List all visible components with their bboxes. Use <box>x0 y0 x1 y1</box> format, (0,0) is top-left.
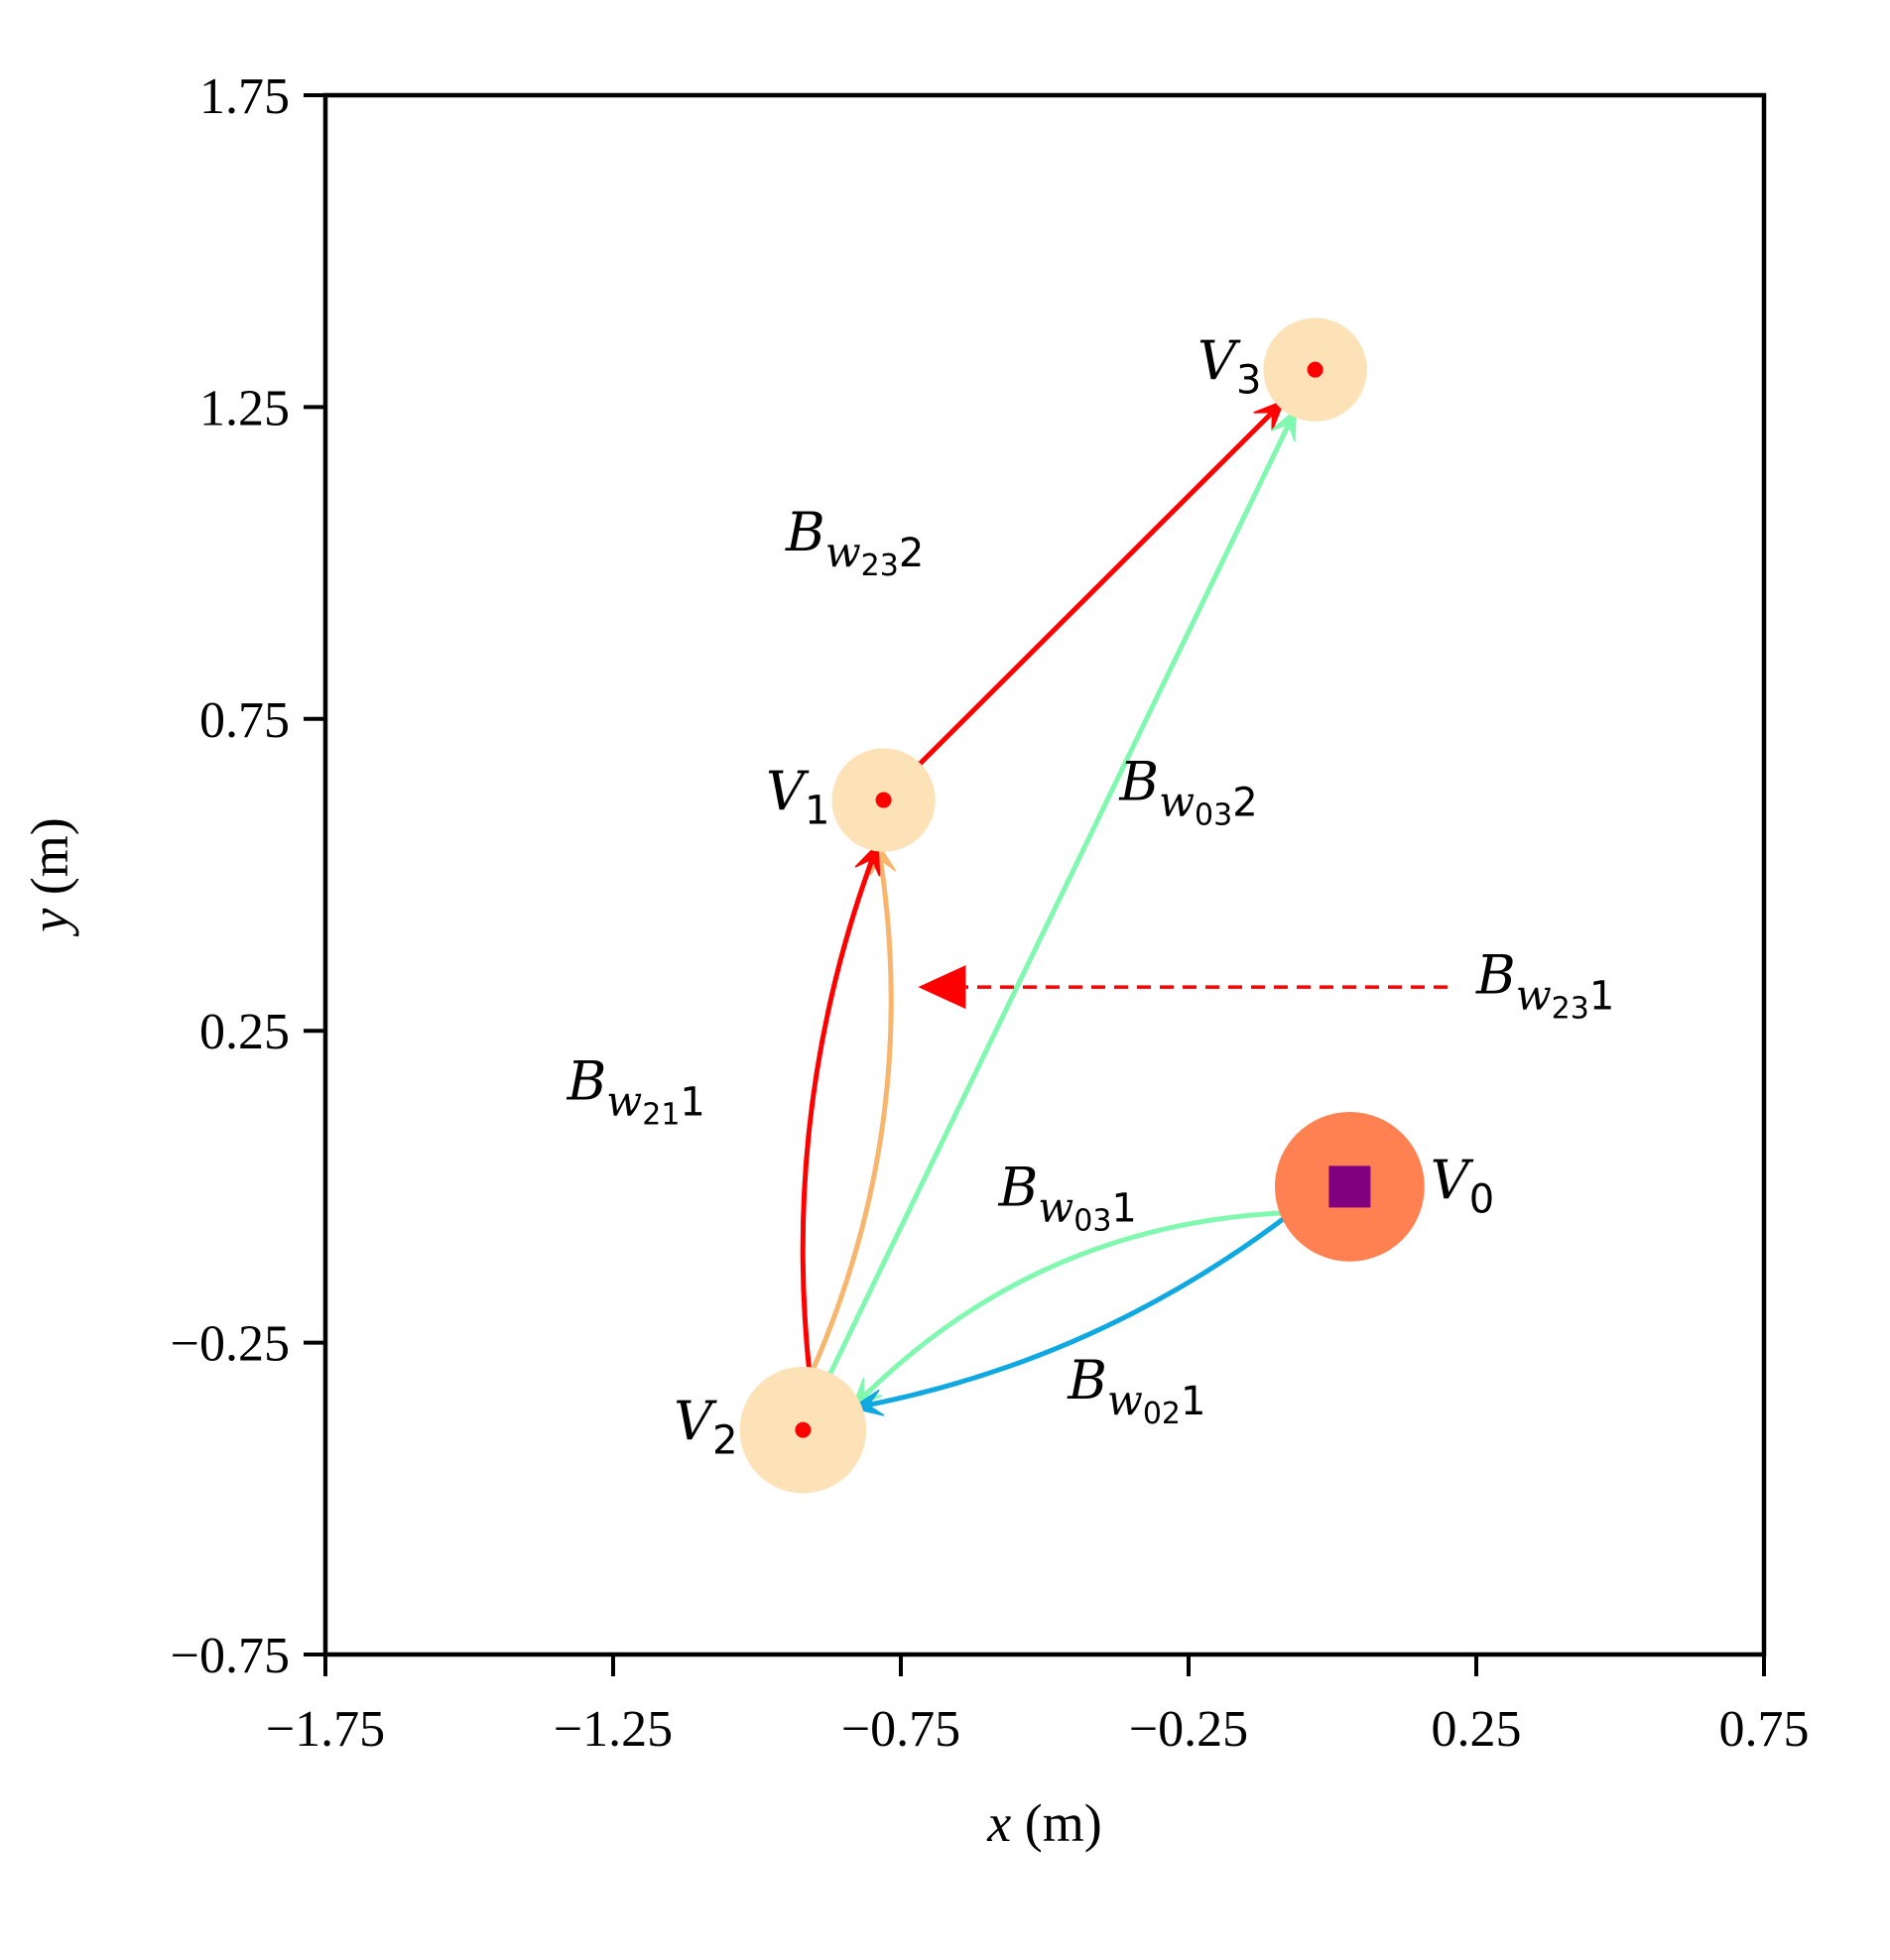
edge-label-B_w21_1_orange: Bw211 <box>567 1049 705 1132</box>
node-V0-square-marker <box>1328 1165 1371 1208</box>
label-part: 2 <box>1232 781 1257 826</box>
edge-arrowhead-B_w03_2 <box>1271 407 1298 442</box>
x-tick-label: 0.75 <box>1719 1701 1810 1758</box>
edge-label-B_w03_1: Bw031 <box>998 1156 1137 1238</box>
label-part: B <box>1118 751 1159 813</box>
edge-B_w23_2 <box>912 398 1287 772</box>
label-part: 1 <box>805 789 829 834</box>
label-part: V <box>674 1391 717 1453</box>
label-part: V <box>766 761 810 823</box>
node-V1-label: V1 <box>766 761 829 834</box>
label-part: B <box>998 1156 1039 1218</box>
edges-layer <box>800 398 1448 1416</box>
label-part: V <box>1431 1149 1474 1211</box>
label-part: 0 <box>1469 1176 1494 1222</box>
label-part: B <box>1067 1349 1107 1411</box>
x-tick-label: −0.75 <box>841 1701 960 1758</box>
y-tick-label: −0.75 <box>171 1628 290 1684</box>
nodes-layer <box>739 317 1425 1494</box>
axis-unit: (m) <box>1011 1793 1101 1853</box>
label-part: w <box>1107 1376 1143 1424</box>
label-part: w <box>1516 970 1552 1019</box>
node-V1-dot-marker <box>875 792 892 808</box>
edge-arrowhead-B_w21_1_red <box>854 841 881 877</box>
node-V0-label: V0 <box>1431 1149 1494 1222</box>
y-tick-label: 0.25 <box>199 1004 290 1060</box>
label-part: w <box>606 1076 642 1125</box>
x-tick-label: −1.25 <box>554 1701 673 1758</box>
label-part: w <box>1159 778 1195 826</box>
node-V3-label: V3 <box>1197 330 1261 404</box>
x-tick-label: 0.25 <box>1432 1701 1522 1758</box>
edge-B_w02_1 <box>849 1209 1295 1411</box>
annotation-label-B_w23_1: Bw231 <box>1475 943 1614 1026</box>
plot-area-frame <box>322 92 1767 1657</box>
label-part: B <box>1475 943 1516 1006</box>
label-part: w <box>1038 1182 1073 1231</box>
y-axis-label: y (m) <box>20 817 79 936</box>
node-V2-label: V2 <box>674 1391 737 1464</box>
axis-variable: x <box>986 1793 1011 1853</box>
y-tick-label: 1.25 <box>199 380 290 436</box>
label-part: V <box>1197 330 1241 393</box>
edge-label-B_w03_2: Bw032 <box>1118 751 1257 833</box>
label-part: 1 <box>680 1079 704 1125</box>
label-part: 02 <box>1143 1397 1181 1431</box>
annotation-arrowhead-B_w23_1 <box>918 965 966 1010</box>
label-part: B <box>567 1049 607 1112</box>
axis-unit: (m) <box>20 817 79 908</box>
y-tick-label: −0.25 <box>171 1316 290 1373</box>
label-part: 2 <box>899 531 924 576</box>
ticks-layer: −1.75 −1.25 −0.75 −0.25 0.25 0.75 −0.75 −0.25 0.… <box>171 68 1810 1758</box>
y-tick-label: 0.75 <box>199 692 290 749</box>
label-part: 23 <box>1552 991 1589 1026</box>
edge-B_w21_1_orange <box>807 841 894 1380</box>
edge-label-B_w23_2: Bw232 <box>785 501 924 583</box>
x-tick-label: −1.75 <box>266 1701 385 1758</box>
label-part: 03 <box>1195 798 1232 833</box>
y-tick-label: 1.75 <box>199 68 290 125</box>
label-part: 2 <box>712 1418 737 1464</box>
x-tick-label: −0.25 <box>1129 1701 1248 1758</box>
node-V2-dot-marker <box>795 1421 812 1438</box>
label-part: w <box>825 528 861 576</box>
label-part: 1 <box>1111 1185 1136 1231</box>
edge-B_w03_2 <box>823 407 1299 1385</box>
label-part: 1 <box>1181 1379 1205 1424</box>
edge-B_w21_1_red <box>800 841 881 1380</box>
label-part: 1 <box>1589 973 1614 1019</box>
label-part: 21 <box>642 1097 680 1132</box>
edge-arrowhead-B_w23_2 <box>1253 399 1286 431</box>
node-V3-dot-marker <box>1307 361 1323 378</box>
label-part: B <box>785 501 825 563</box>
label-part: 03 <box>1073 1203 1111 1238</box>
x-axis-label: x (m) <box>986 1793 1101 1853</box>
edge-B_w03_1 <box>849 1209 1295 1411</box>
edge-label-B_w02_1: Bw021 <box>1067 1349 1205 1431</box>
label-part: 23 <box>861 549 899 583</box>
label-part: 3 <box>1236 358 1261 404</box>
axis-variable: y <box>20 909 79 937</box>
